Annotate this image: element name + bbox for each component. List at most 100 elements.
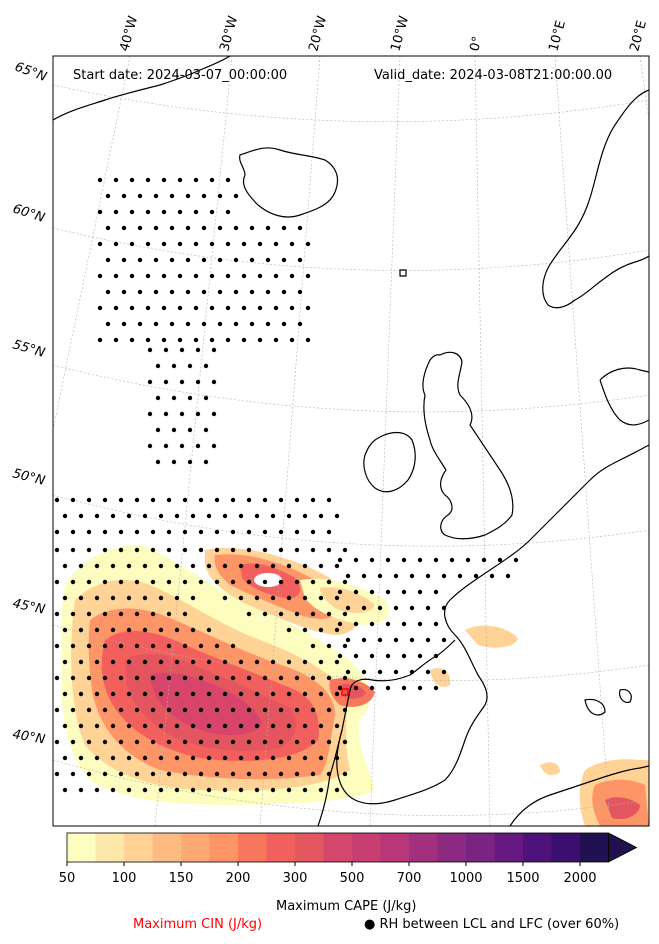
rh-dot xyxy=(126,595,132,601)
rh-dot xyxy=(217,225,223,231)
rh-dot xyxy=(281,257,287,263)
rh-dot xyxy=(142,755,148,761)
rh-dot xyxy=(166,643,172,649)
rh-dot xyxy=(153,289,159,295)
rh-dot xyxy=(206,691,212,697)
rh-dot xyxy=(185,289,191,295)
rh-dot xyxy=(230,707,236,713)
rh-dot xyxy=(177,241,183,247)
rh-dot xyxy=(206,723,212,729)
rh-dot xyxy=(70,643,76,649)
rh-dot xyxy=(254,595,260,601)
rh-dot xyxy=(409,637,415,643)
rh-dot xyxy=(134,739,140,745)
colorbar-swatch xyxy=(409,833,438,862)
rh-dot xyxy=(198,707,204,713)
colorbar-tick-label: 300 xyxy=(283,871,308,886)
rh-dot xyxy=(201,225,207,231)
rh-dot xyxy=(118,739,124,745)
rh-dot xyxy=(129,305,135,311)
rh-dot xyxy=(270,563,276,569)
map-frame xyxy=(52,55,650,827)
rh-dot xyxy=(134,643,140,649)
rh-dot xyxy=(353,589,359,595)
rh-dot xyxy=(246,579,252,585)
rh-dot xyxy=(217,193,223,199)
rh-dot xyxy=(113,337,119,343)
rh-dot xyxy=(190,659,196,665)
rh-dot xyxy=(155,459,161,465)
rh-dot xyxy=(206,787,212,793)
rh-dot xyxy=(318,787,324,793)
rh-dot xyxy=(190,513,196,519)
rh-dot xyxy=(198,579,204,585)
rh-dot xyxy=(465,557,471,563)
rh-dot xyxy=(126,513,132,519)
rh-dot xyxy=(377,573,383,579)
rh-dot xyxy=(206,513,212,519)
rh-dot xyxy=(326,611,332,617)
rh-dot xyxy=(318,659,324,665)
rh-dot xyxy=(142,659,148,665)
rh-dot xyxy=(203,395,209,401)
rh-dot xyxy=(97,337,103,343)
rh-dot xyxy=(187,427,193,433)
lon-label: 0° xyxy=(467,35,485,53)
rh-dot xyxy=(161,241,167,247)
rh-dot xyxy=(70,529,76,535)
rh-dot xyxy=(449,557,455,563)
rh-dot xyxy=(187,459,193,465)
colorbar-swatch xyxy=(152,833,182,862)
rh-dot xyxy=(273,241,279,247)
rh-dot xyxy=(417,653,423,659)
rh-dot xyxy=(246,771,252,777)
valid-date-label: Valid_date: 2024-03-08T21:00:00.00 xyxy=(374,68,612,83)
rh-dot xyxy=(310,675,316,681)
rh-dot xyxy=(211,411,217,417)
rh-dot xyxy=(171,427,177,433)
rh-dot xyxy=(169,257,175,263)
rh-dot xyxy=(171,363,177,369)
rh-dot xyxy=(249,289,255,295)
rh-dot xyxy=(385,589,391,595)
rh-dot xyxy=(161,337,167,343)
rh-dot xyxy=(326,739,332,745)
rh-dot xyxy=(155,427,161,433)
rh-dot xyxy=(158,787,164,793)
rh-dot xyxy=(246,707,252,713)
rh-dot xyxy=(182,707,188,713)
rh-dot xyxy=(305,241,311,247)
rh-dot xyxy=(166,611,172,617)
rh-dot xyxy=(142,513,148,519)
rh-dot xyxy=(246,497,252,503)
rh-dot xyxy=(401,685,407,691)
rh-dot xyxy=(185,321,191,327)
rh-dot xyxy=(302,627,308,633)
rh-dot xyxy=(174,595,180,601)
colorbar-swatch xyxy=(494,833,524,862)
rh-dot xyxy=(118,643,124,649)
rh-dot xyxy=(249,321,255,327)
rh-dot xyxy=(161,273,167,279)
lon-label: 10°W xyxy=(388,14,412,53)
rh-dot xyxy=(134,529,140,535)
rh-dot xyxy=(153,225,159,231)
rh-dot xyxy=(265,321,271,327)
rh-dot xyxy=(369,557,375,563)
rh-dot xyxy=(62,627,68,633)
rh-dot xyxy=(505,573,511,579)
rh-dot xyxy=(78,513,84,519)
rh-dot xyxy=(97,241,103,247)
rh-dot xyxy=(310,771,316,777)
rh-dot xyxy=(361,573,367,579)
rh-dot xyxy=(158,563,164,569)
rh-dot xyxy=(145,273,151,279)
rh-dot xyxy=(214,675,220,681)
rh-dot xyxy=(94,723,100,729)
rh-dot xyxy=(166,739,172,745)
rh-dot xyxy=(110,787,116,793)
rh-dot xyxy=(257,337,263,343)
rh-dot xyxy=(161,305,167,311)
rh-dot xyxy=(433,653,439,659)
rh-dot xyxy=(182,643,188,649)
